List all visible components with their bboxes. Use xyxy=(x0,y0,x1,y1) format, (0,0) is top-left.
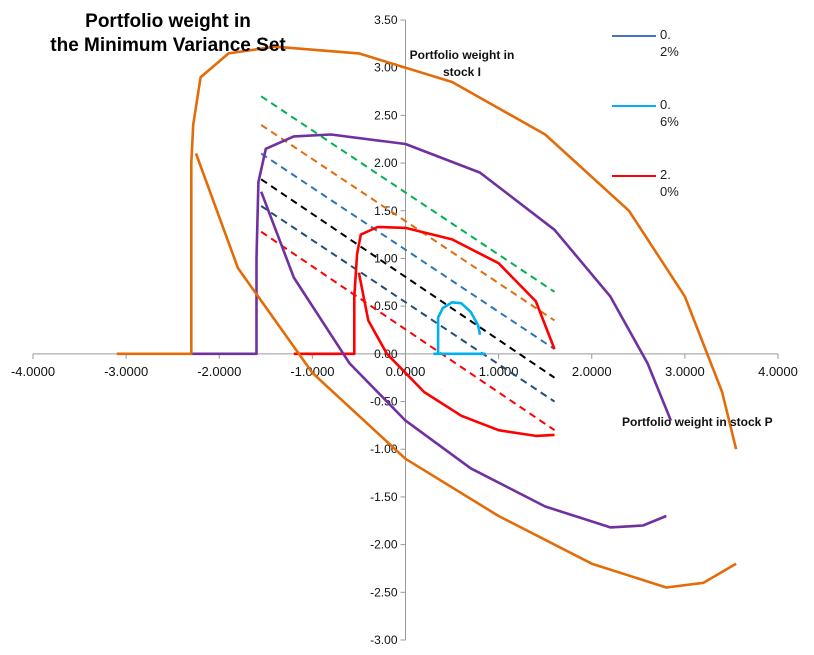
y-axis-label-line-1: Portfolio weight in xyxy=(409,48,515,62)
y-tick-label: -1.50 xyxy=(370,490,398,504)
y-tick-label: 1.50 xyxy=(374,204,398,218)
x-tick-label: -2.0000 xyxy=(197,364,241,379)
series-line-2 xyxy=(293,225,556,356)
legend-item-2: 2.0% xyxy=(612,166,682,236)
series-line-3 xyxy=(191,133,673,422)
x-tick-label: 4.0000 xyxy=(758,364,798,379)
series-line-4 xyxy=(116,45,738,450)
dashed-line-2 xyxy=(260,152,556,350)
chart-title-line-1: Portfolio weight in xyxy=(85,11,251,32)
x-tick-label: 1.0000 xyxy=(479,364,519,379)
series-lines xyxy=(116,45,738,589)
y-tick-label: 0.50 xyxy=(374,299,398,313)
y-tick-label: -2.00 xyxy=(370,538,398,552)
legend-label-1: 0.6% xyxy=(660,97,679,129)
x-axis-label: Portfolio weight in stock P xyxy=(622,415,773,429)
y-tick-label: 2.50 xyxy=(374,108,398,122)
dashed-line-3 xyxy=(260,178,556,379)
y-axis-label: Portfolio weight in stock I xyxy=(382,47,542,81)
x-tick-label: -4.0000 xyxy=(11,364,55,379)
dashed-lines xyxy=(260,95,556,431)
series-line-3-lower xyxy=(259,191,667,529)
legend-label-2: 2.0% xyxy=(660,167,679,199)
series-line-2-lower xyxy=(357,272,555,438)
legend-swatch-1 xyxy=(612,105,656,107)
x-tick-label: 3.0000 xyxy=(665,364,705,379)
legend-swatch-0 xyxy=(612,35,656,37)
y-tick-label: 2.00 xyxy=(374,156,398,170)
y-tick-label: 1.00 xyxy=(374,251,398,265)
dashed-line-5 xyxy=(260,230,556,431)
y-tick-label: -0.50 xyxy=(370,395,398,409)
y-tick-label: -3.00 xyxy=(370,633,398,647)
dashed-line-1 xyxy=(260,124,556,322)
legend: 0.2% 0.6% 2.0% xyxy=(612,26,682,236)
dashed-line-0 xyxy=(260,95,556,293)
x-tick-label: -3.0000 xyxy=(104,364,148,379)
y-axis-label-line-2: stock I xyxy=(442,65,481,79)
legend-label-0: 0.2% xyxy=(660,27,679,59)
chart-title-line-2: the Minimum Variance Set xyxy=(50,35,286,56)
legend-item-0: 0.2% xyxy=(612,26,682,96)
series-line-1 xyxy=(433,301,486,356)
series-line-4-lower xyxy=(194,153,737,589)
x-tick-label: 2.0000 xyxy=(572,364,612,379)
legend-swatch-2 xyxy=(612,175,656,177)
chart-title: Portfolio weight in the Minimum Variance… xyxy=(18,10,318,58)
y-tick-label: 3.50 xyxy=(374,13,398,27)
legend-item-1: 0.6% xyxy=(612,96,682,166)
y-tick-label: -2.50 xyxy=(370,585,398,599)
dashed-line-4 xyxy=(260,205,556,403)
